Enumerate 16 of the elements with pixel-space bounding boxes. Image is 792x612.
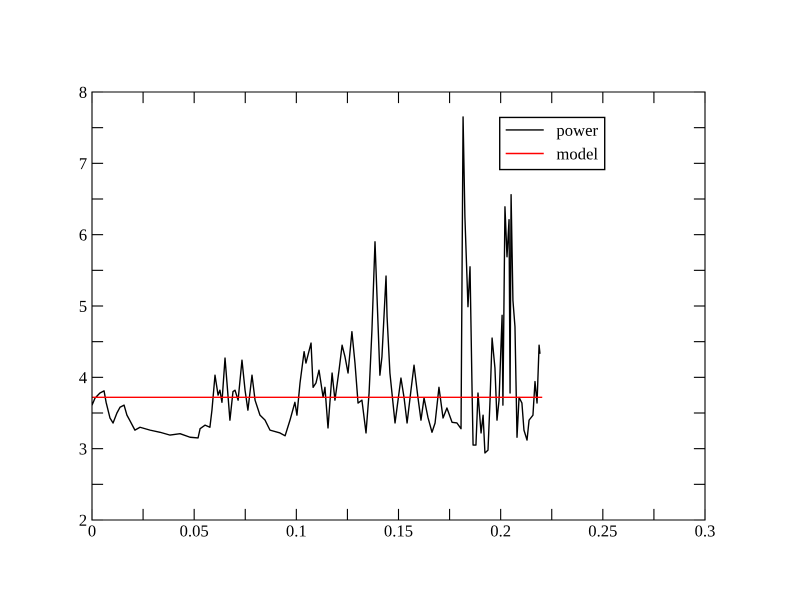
legend-label: power	[556, 128, 598, 140]
legend-label: model	[556, 148, 598, 160]
x-tick-label: 0.05	[180, 525, 208, 537]
y-tick-label: 8	[79, 86, 87, 98]
y-tick-label: 7	[80, 158, 87, 170]
x-tick-label: 0	[88, 525, 96, 537]
x-tick-label: 0.1	[286, 525, 306, 537]
y-tick-label: 5	[80, 300, 86, 312]
y-tick-label: 2	[80, 514, 86, 526]
x-tick-label: 0.25	[588, 525, 617, 537]
y-tick-label: 3	[80, 443, 86, 455]
x-tick-label: 0.15	[384, 525, 412, 537]
x-tick-label: 0.3	[695, 525, 715, 537]
y-tick-label: 6	[80, 229, 87, 241]
y-tick-label: 4	[79, 372, 87, 384]
x-tick-label: 0.2	[490, 525, 510, 537]
